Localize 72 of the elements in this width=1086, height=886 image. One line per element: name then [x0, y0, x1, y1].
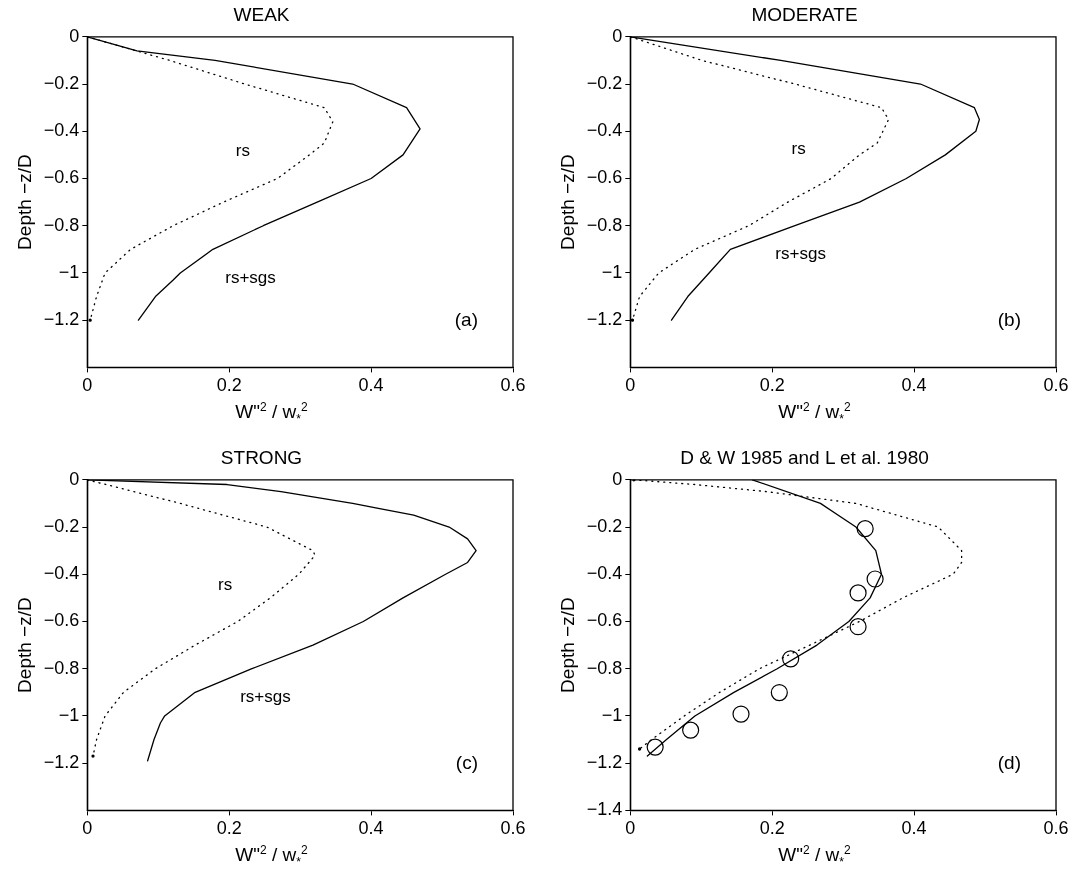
chart-title: WEAK: [233, 3, 290, 25]
chart-title: MODERATE: [751, 3, 858, 25]
y-tick-label: −0.2: [586, 516, 623, 536]
point: [682, 721, 700, 739]
point: [732, 705, 750, 723]
series-label: rs+sgs: [225, 267, 276, 287]
y-tick-label: −0.2: [586, 73, 623, 93]
y-tick-label: −0.6: [43, 610, 80, 631]
y-tick-label: −1: [58, 704, 80, 725]
y-tick-label: −0.6: [586, 167, 623, 188]
y-tick-label: −0.8: [43, 657, 80, 678]
y-tick-label: −1.2: [43, 752, 80, 773]
y-tick-label: −0.8: [43, 214, 80, 235]
x-tick-label: 0.2: [759, 818, 785, 839]
annotation: (c): [455, 752, 478, 774]
point: [770, 683, 788, 702]
y-tick-label: −0.4: [43, 563, 80, 584]
x-tick-label: 0.6: [500, 818, 526, 839]
x-tick-label: 0.4: [901, 818, 927, 839]
y-tick-label: −0.2: [43, 516, 80, 536]
point: [866, 570, 884, 588]
y-tick-label: −0.4: [586, 563, 623, 584]
annotation: (b): [997, 309, 1021, 331]
y-tick-label: −0.6: [43, 167, 80, 188]
y-tick-label: −1.2: [586, 752, 623, 773]
x-tick-label: 0: [82, 375, 93, 396]
y-tick-label: −0.8: [586, 214, 623, 235]
series-label: rs: [235, 141, 250, 161]
y-tick-label: 0: [612, 25, 623, 46]
series-label: rs: [791, 139, 806, 159]
y-axis-title: Depth −z/D: [13, 597, 35, 693]
point: [849, 584, 867, 602]
x-tick-label: 0: [625, 818, 636, 839]
y-tick-label: −0.4: [586, 120, 623, 141]
series-label: rs: [217, 575, 233, 595]
y-axis-title: Depth −z/D: [13, 154, 35, 250]
x-tick-label: 0: [625, 375, 636, 396]
x-tick-label: 0.6: [500, 375, 526, 396]
y-tick-label: −0.2: [43, 73, 80, 93]
x-tick-label: 0.4: [358, 375, 384, 396]
y-tick-label: −0.4: [43, 120, 80, 141]
x-tick-label: 0.6: [1043, 375, 1069, 396]
annotation: (a): [454, 309, 478, 331]
y-tick-label: 0: [69, 468, 80, 489]
chart-title: STRONG: [220, 446, 303, 468]
point: [856, 520, 874, 538]
series-label: rs+sgs: [775, 244, 826, 264]
y-tick-label: −1: [601, 261, 623, 282]
y-tick-label: −1: [58, 261, 80, 282]
y-tick-label: −0.6: [586, 610, 623, 631]
y-tick-label: −0.8: [586, 657, 623, 678]
y-tick-label: −1.2: [43, 309, 80, 330]
chart-title: D & W 1985 and L et al. 1980: [680, 446, 929, 468]
x-tick-label: 0.4: [901, 375, 927, 396]
x-tick-label: 0.2: [216, 818, 242, 839]
y-tick-label: 0: [69, 25, 80, 46]
y-axis-title: Depth −z/D: [556, 597, 578, 693]
x-tick-label: 0.4: [358, 818, 384, 839]
point: [782, 650, 800, 668]
x-tick-label: 0.2: [759, 375, 785, 396]
x-tick-label: 0.6: [1043, 818, 1069, 839]
y-tick-label: −1.4: [586, 799, 623, 820]
point: [646, 738, 664, 756]
y-tick-label: −1: [601, 704, 623, 725]
y-axis-title: Depth −z/D: [556, 154, 578, 250]
annotation: (d): [997, 752, 1021, 774]
x-tick-label: 0: [82, 818, 93, 839]
series-label: rs+sgs: [240, 687, 291, 707]
x-tick-label: 0.2: [216, 375, 242, 396]
y-tick-label: 0: [612, 468, 623, 489]
point: [849, 618, 867, 636]
y-tick-label: −1.2: [586, 309, 623, 330]
